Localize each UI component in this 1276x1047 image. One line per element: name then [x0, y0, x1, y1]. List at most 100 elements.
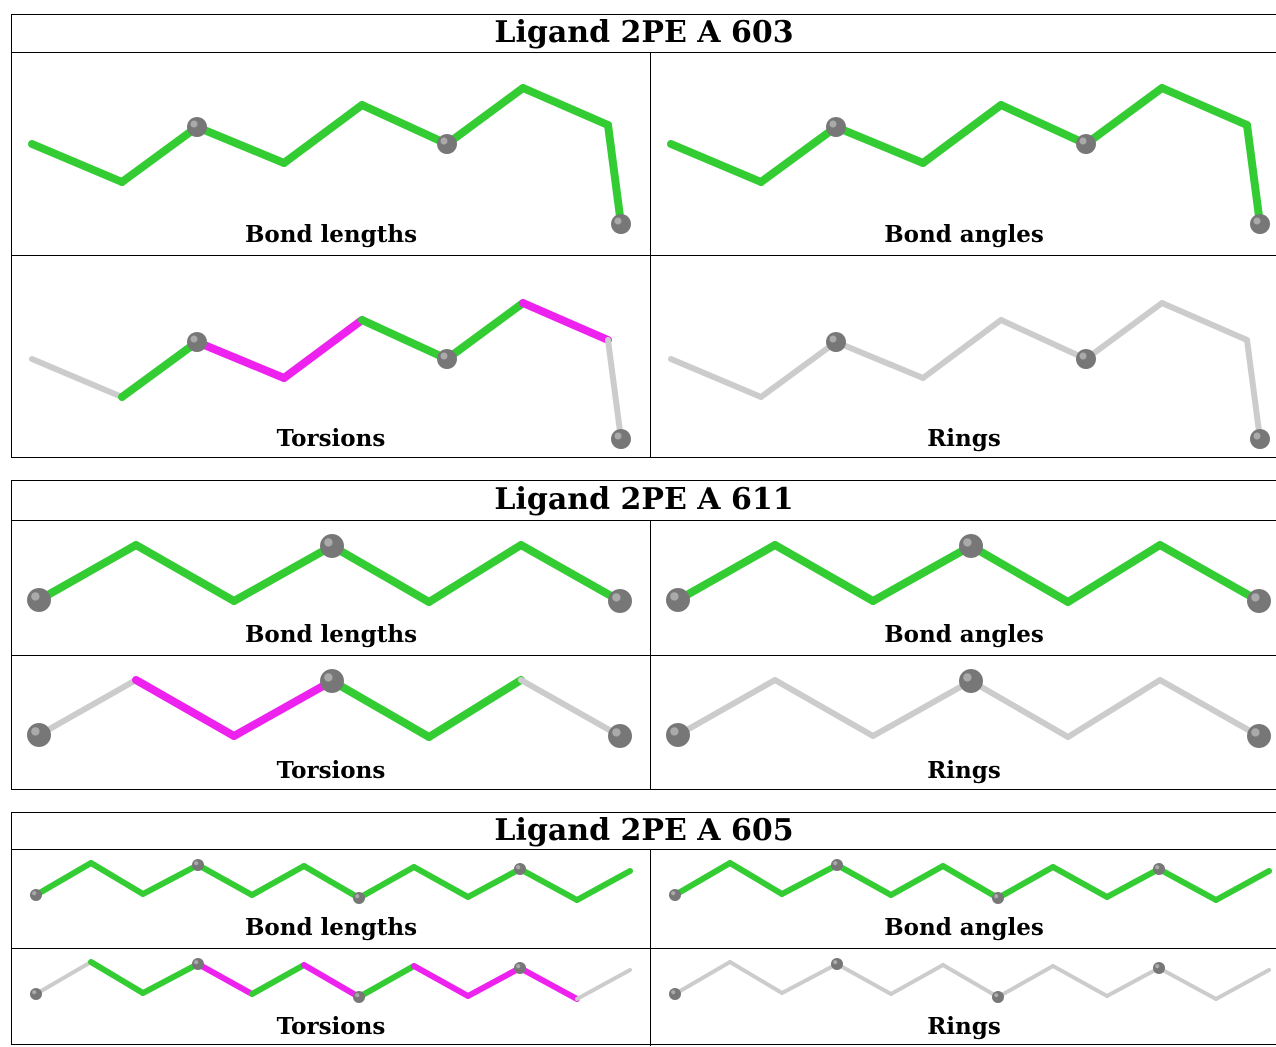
molecule-cell: Rings: [650, 255, 1276, 458]
atom-highlight: [833, 861, 838, 866]
bond: [574, 868, 633, 903]
atom-highlight: [670, 727, 679, 736]
bond: [358, 101, 451, 148]
bond: [465, 866, 523, 900]
atom-highlight: [194, 861, 199, 866]
bond: [674, 541, 779, 604]
cell-label: Bond lengths: [244, 621, 418, 648]
atom-sphere: [992, 991, 1004, 1003]
ligand-panel: Ligand 2PE A 611 Bond lengths Bond angles T…: [11, 480, 1276, 790]
bond: [1104, 866, 1162, 900]
molecule-diagram: [668, 300, 1270, 449]
molecule-cell: Bond angles: [650, 53, 1276, 255]
bond: [1158, 84, 1251, 129]
atom-highlight: [32, 990, 37, 995]
bond: [230, 542, 336, 605]
bond: [36, 677, 139, 738]
cell-label: Bond angles: [884, 221, 1044, 248]
atom-sphere: [608, 589, 632, 613]
bond: [517, 541, 624, 605]
bond: [193, 123, 288, 167]
bond: [995, 864, 1056, 901]
bond: [280, 316, 366, 382]
atom-highlight: [994, 894, 999, 899]
bond: [519, 299, 612, 344]
atom-sphere: [666, 588, 690, 612]
atom-sphere: [1076, 134, 1096, 154]
atom-highlight: [1079, 137, 1087, 145]
bond: [411, 963, 471, 999]
molecule-diagram: [27, 669, 632, 748]
atom-sphere: [192, 859, 204, 871]
atom-sphere: [1153, 962, 1165, 974]
molecule-cell: Bond angles: [650, 850, 1276, 948]
bond: [132, 676, 238, 740]
bond: [301, 863, 362, 901]
atom-sphere: [959, 669, 983, 693]
cell-label: Rings: [927, 1013, 1001, 1040]
bond: [140, 862, 201, 897]
bond: [443, 299, 527, 363]
bond: [28, 140, 126, 186]
atom-highlight: [440, 137, 448, 145]
atom-highlight: [994, 993, 999, 998]
bond: [140, 961, 201, 996]
atom-sphere: [437, 349, 457, 369]
atom-highlight: [1079, 352, 1087, 360]
atom-highlight: [614, 432, 622, 440]
atom-sphere: [187, 332, 207, 352]
bond: [919, 101, 1005, 167]
atom-sphere: [320, 534, 344, 558]
atom-sphere: [1153, 863, 1165, 875]
bond: [758, 339, 839, 400]
atom-sphere: [992, 892, 1004, 904]
atom-highlight: [614, 217, 622, 225]
bond: [118, 123, 201, 186]
bond: [1064, 541, 1164, 606]
molecule-cell: Bond lengths: [12, 521, 650, 655]
atom-highlight: [190, 120, 198, 128]
panel-title: Ligand 2PE A 603: [12, 15, 1276, 53]
bond: [1244, 337, 1263, 442]
bond: [118, 338, 201, 401]
bond: [1051, 964, 1109, 998]
bond: [672, 860, 733, 898]
bond: [249, 962, 307, 997]
bond: [667, 140, 765, 186]
bond: [518, 677, 623, 739]
ligand-panel: Ligand 2PE A 605 Bond lengths Bond angles T…: [11, 812, 1276, 1046]
bond: [519, 84, 612, 129]
bond: [727, 860, 785, 897]
atom-sphere: [669, 889, 681, 901]
atom-highlight: [194, 960, 199, 965]
bond: [968, 678, 1071, 740]
bond: [517, 866, 580, 903]
bond: [575, 968, 632, 1001]
cell-label: Torsions: [276, 1013, 386, 1040]
panel-title: Ligand 2PE A 611: [12, 481, 1276, 521]
bond: [132, 541, 238, 605]
atom-sphere: [608, 724, 632, 748]
cell-label: Bond lengths: [244, 221, 418, 248]
atom-highlight: [355, 894, 360, 899]
bond: [425, 676, 525, 741]
atom-highlight: [440, 352, 448, 360]
atom-sphere: [30, 988, 42, 1000]
cell-label: Bond angles: [884, 621, 1044, 648]
bond: [1214, 968, 1271, 1001]
atom-sphere: [187, 117, 207, 137]
atom-highlight: [516, 964, 521, 969]
bond: [889, 963, 945, 996]
bond: [517, 965, 580, 1002]
bond: [832, 123, 927, 167]
bond: [673, 960, 732, 996]
molecule-cell: Bond lengths: [12, 850, 650, 948]
atom-highlight: [1155, 865, 1160, 870]
bond: [195, 862, 255, 898]
atom-highlight: [671, 990, 676, 995]
atom-sphere: [353, 892, 365, 904]
bond: [193, 338, 288, 382]
bond: [835, 962, 893, 996]
atom-highlight: [671, 891, 676, 896]
atom-highlight: [1253, 217, 1261, 225]
